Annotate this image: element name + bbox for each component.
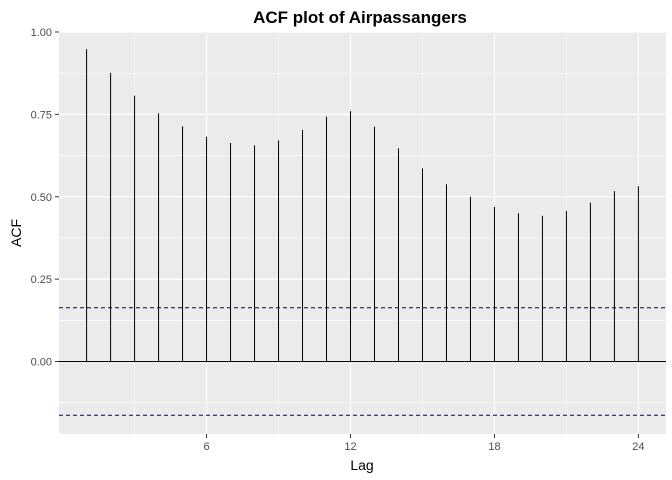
chart-title: ACF plot of Airpassangers — [253, 8, 467, 27]
x-tick-label: 12 — [344, 441, 356, 453]
y-axis-title: ACF — [8, 219, 24, 247]
y-tick-label: 0.00 — [31, 357, 52, 369]
y-tick-label: 0.50 — [31, 192, 52, 204]
y-tick-label: 0.75 — [31, 109, 52, 121]
x-tick-label: 24 — [632, 441, 644, 453]
y-axis-ticks: 0.00 0.25 0.50 0.75 1.00 — [31, 27, 59, 369]
x-tick-label: 6 — [203, 441, 209, 453]
x-axis-ticks: 6 12 18 24 — [203, 434, 645, 453]
y-tick-label: 1.00 — [31, 27, 52, 39]
acf-bars — [86, 49, 639, 362]
plot-panel — [59, 32, 666, 434]
x-tick-label: 18 — [488, 441, 500, 453]
y-tick-label: 0.25 — [31, 274, 52, 286]
confidence-bounds — [59, 307, 666, 416]
x-axis-title: Lag — [350, 457, 373, 473]
